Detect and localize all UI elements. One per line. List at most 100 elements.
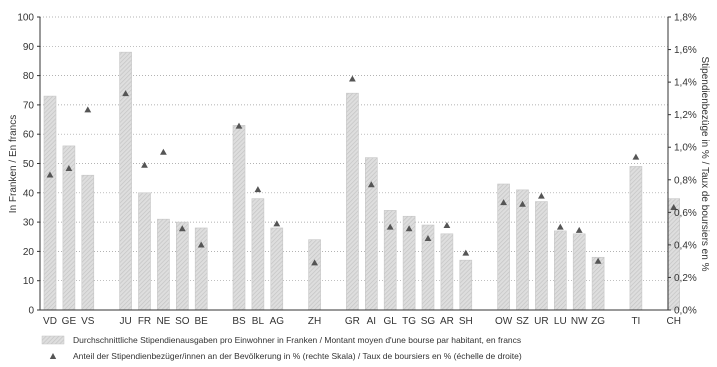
right-tick-label: 0,2% — [674, 273, 697, 284]
legend: Durchschnittliche Stipendienausgaben pro… — [41, 335, 522, 361]
left-tick-label: 80 — [23, 71, 35, 82]
marker-point — [254, 186, 262, 193]
marker-point — [178, 225, 186, 232]
bar — [194, 227, 208, 311]
category-label: NW — [571, 316, 588, 327]
marker-point — [443, 221, 451, 228]
left-tick-label: 70 — [23, 100, 35, 111]
bar — [553, 230, 567, 311]
marker-point — [273, 220, 281, 227]
bar — [440, 233, 454, 311]
marker-point — [556, 223, 564, 230]
marker-point — [575, 226, 583, 233]
category-label: AG — [270, 316, 285, 327]
category-label: JU — [119, 316, 131, 327]
marker-point — [424, 234, 432, 241]
bar — [591, 256, 605, 311]
marker-point — [235, 122, 243, 129]
category-label: NE — [156, 316, 170, 327]
marker-point — [594, 257, 602, 264]
category-label: SZ — [516, 316, 529, 327]
category-label: OW — [495, 316, 513, 327]
marker-point — [197, 241, 205, 248]
category-label: BE — [195, 316, 209, 327]
bar — [176, 221, 189, 311]
marker-point — [500, 199, 507, 206]
category-label: VS — [81, 316, 95, 327]
right-tick-label: 0,4% — [674, 240, 697, 251]
bar — [232, 125, 246, 311]
right-tick-label: 1,4% — [674, 78, 697, 89]
bar — [346, 92, 359, 311]
marker-point — [538, 192, 545, 199]
legend-bar-swatch — [41, 335, 65, 345]
marker-point — [46, 171, 54, 178]
legend-marker-swatch — [49, 353, 57, 359]
marker-point — [670, 204, 678, 211]
left-tick-label: 60 — [23, 130, 35, 141]
marker-point — [311, 259, 318, 266]
category-labels: VD GE VS JU FR NE SO BE BS BL AG ZH GR AI GL TG SG AR SH OW… — [43, 316, 681, 327]
marker-point — [65, 164, 73, 171]
left-tick-labels: 0 10 20 30 40 50 60 70 80 90 100 — [17, 13, 40, 317]
marker-point — [386, 223, 394, 230]
bar — [459, 259, 473, 311]
left-tick-label: 20 — [23, 247, 35, 258]
right-tick-label: 0,0% — [674, 306, 697, 317]
marker-series — [46, 75, 678, 266]
right-tick-label: 1,6% — [674, 45, 697, 56]
bar — [535, 201, 548, 311]
marker-point — [160, 148, 167, 155]
marker-point — [141, 161, 148, 168]
left-tick-label: 40 — [23, 188, 35, 199]
right-tick-label: 1,2% — [674, 110, 697, 121]
category-label: ZG — [591, 316, 605, 327]
category-label: SG — [421, 316, 436, 327]
category-label: UR — [534, 316, 548, 327]
legend-bar-label: Durchschnittliche Stipendienausgaben pro… — [73, 335, 521, 345]
category-label: ZH — [308, 316, 321, 327]
bar — [516, 189, 529, 311]
category-label: LU — [554, 316, 567, 327]
bar — [572, 233, 586, 311]
left-tick-label: 50 — [23, 159, 35, 170]
legend-marker-label: Anteil der Stipendienbezüger/innen an de… — [73, 351, 522, 361]
marker-point — [367, 181, 375, 188]
bar — [270, 227, 284, 311]
bar — [43, 95, 57, 311]
right-tick-label: 1,0% — [674, 143, 697, 154]
marker-point — [405, 225, 413, 232]
category-label: SO — [175, 316, 190, 327]
left-axis-title: In Franken / En francs — [8, 115, 19, 213]
category-label: AR — [440, 316, 454, 327]
category-label: BL — [252, 316, 265, 327]
left-tick-label: 30 — [23, 218, 35, 229]
category-label: GE — [62, 316, 77, 327]
category-label: GR — [345, 316, 360, 327]
bar — [157, 218, 170, 311]
marker-point — [84, 106, 92, 113]
bar — [629, 166, 643, 311]
right-tick-label: 0,8% — [674, 175, 697, 186]
category-label: GL — [384, 316, 398, 327]
category-label: TG — [402, 316, 416, 327]
right-tick-labels: 0,0% 0,2% 0,4% 0,6% 0,8% 1,0% 1,2% 1,4% 1,6% 1,8% — [668, 13, 697, 317]
category-label: BS — [232, 316, 246, 327]
right-tick-label: 1,8% — [674, 13, 697, 24]
left-tick-label: 10 — [23, 276, 35, 287]
bar — [308, 239, 321, 311]
category-label: CH — [666, 316, 680, 327]
category-label: TI — [631, 316, 640, 327]
left-tick-label: 90 — [23, 42, 35, 53]
category-label: VD — [43, 316, 57, 327]
marker-point — [462, 249, 470, 256]
bar — [81, 174, 95, 311]
right-axis-title: Stipendienbezüge in % / Taux de boursier… — [699, 57, 710, 272]
category-label: FR — [138, 316, 151, 327]
left-tick-label: 0 — [28, 306, 34, 317]
marker-point — [519, 200, 526, 207]
bar — [138, 192, 151, 311]
marker-point — [122, 90, 129, 97]
marker-point — [349, 75, 356, 82]
